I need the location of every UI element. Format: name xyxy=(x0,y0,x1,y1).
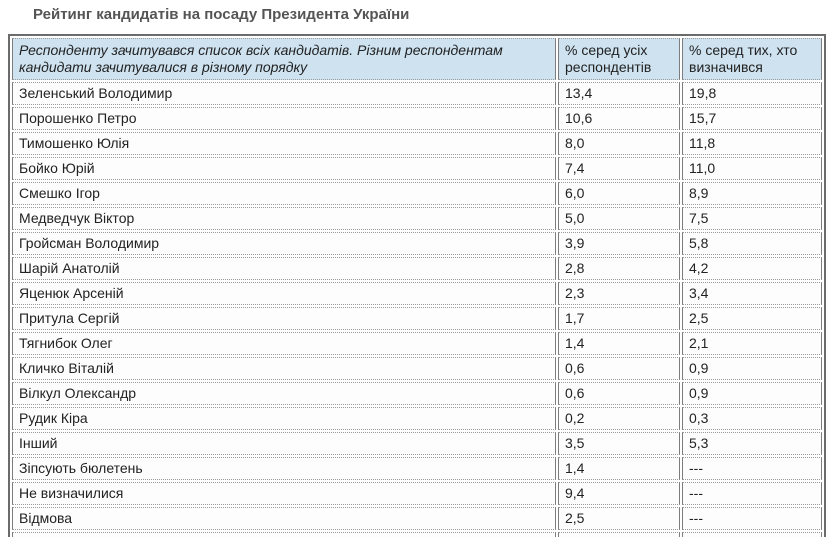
pct-all-cell: 19,2 xyxy=(558,532,680,537)
pct-all-cell: 13,4 xyxy=(558,82,680,105)
pct-decided-cell: 11,8 xyxy=(682,132,822,155)
table-note-cell: Респонденту зачитувався список всіх канд… xyxy=(12,38,556,80)
pct-decided-cell: 11,0 xyxy=(682,157,822,180)
table-row: Порошенко Петро 10,6 15,7 xyxy=(12,107,822,130)
candidate-name-cell: Шарій Анатолій xyxy=(12,257,556,280)
candidate-name-cell: Медведчук Віктор xyxy=(12,207,556,230)
page-title: Рейтинг кандидатів на посаду Президента … xyxy=(33,6,410,23)
table-row: Зіпсують бюлетень 1,4 --- xyxy=(12,457,822,480)
candidate-name-cell: Кличко Віталій xyxy=(12,357,556,380)
table-row: Медведчук Віктор 5,0 7,5 xyxy=(12,207,822,230)
candidate-name-cell: Притула Сергій xyxy=(12,307,556,330)
pct-all-cell: 2,3 xyxy=(558,282,680,305)
pct-all-cell: 9,4 xyxy=(558,482,680,505)
col-header-pct-all-cell: % серед усіх респондентів xyxy=(558,38,680,80)
table-row: Гройсман Володимир 3,9 5,8 xyxy=(12,232,822,255)
col-header-pct-decided-cell: % серед тих, хто визначився xyxy=(682,38,822,80)
candidate-name-cell: Рудик Кіра xyxy=(12,407,556,430)
table-row: Інший 3,5 5,3 xyxy=(12,432,822,455)
pct-decided-cell: 5,8 xyxy=(682,232,822,255)
pct-decided-cell: 0,3 xyxy=(682,407,822,430)
pct-decided-cell: 0,9 xyxy=(682,382,822,405)
candidate-name-cell: Не визначилися xyxy=(12,482,556,505)
candidate-name-cell: Яценюк Арсеній xyxy=(12,282,556,305)
table-row: Не голосуватимуть 19,2 --- xyxy=(12,532,822,537)
table-row: Рудик Кіра 0,2 0,3 xyxy=(12,407,822,430)
pct-decided-cell: 4,2 xyxy=(682,257,822,280)
table-row: Кличко Віталій 0,6 0,9 xyxy=(12,357,822,380)
table-row: Тимошенко Юлія 8,0 11,8 xyxy=(12,132,822,155)
pct-decided-cell: 3,4 xyxy=(682,282,822,305)
pct-decided-cell: --- xyxy=(682,532,822,537)
candidate-name-cell: Відмова xyxy=(12,507,556,530)
table-row: Яценюк Арсеній 2,3 3,4 xyxy=(12,282,822,305)
table-row: Притула Сергій 1,7 2,5 xyxy=(12,307,822,330)
table-row: Не визначилися 9,4 --- xyxy=(12,482,822,505)
candidate-name-cell: Зіпсують бюлетень xyxy=(12,457,556,480)
pct-decided-cell: 19,8 xyxy=(682,82,822,105)
candidate-name-cell: Тимошенко Юлія xyxy=(12,132,556,155)
candidate-name-cell: Зеленський Володимир xyxy=(12,82,556,105)
pct-all-cell: 0,6 xyxy=(558,357,680,380)
candidate-name-cell: Інший xyxy=(12,432,556,455)
candidate-name-cell: Вілкул Олександр xyxy=(12,382,556,405)
pct-decided-cell: --- xyxy=(682,457,822,480)
pct-all-cell: 5,0 xyxy=(558,207,680,230)
poll-table: Респонденту зачитувався список всіх канд… xyxy=(8,34,826,537)
table-row: Тягнибок Олег 1,4 2,1 xyxy=(12,332,822,355)
candidate-name-cell: Смешко Ігор xyxy=(12,182,556,205)
pct-all-cell: 2,8 xyxy=(558,257,680,280)
pct-decided-cell: 7,5 xyxy=(682,207,822,230)
candidate-name-cell: Тягнибок Олег xyxy=(12,332,556,355)
candidate-name-cell: Гройсман Володимир xyxy=(12,232,556,255)
pct-decided-cell: 0,9 xyxy=(682,357,822,380)
pct-all-cell: 2,5 xyxy=(558,507,680,530)
pct-all-cell: 1,4 xyxy=(558,457,680,480)
pct-decided-cell: 2,1 xyxy=(682,332,822,355)
pct-decided-cell: 15,7 xyxy=(682,107,822,130)
pct-all-cell: 7,4 xyxy=(558,157,680,180)
table-row: Бойко Юрій 7,4 11,0 xyxy=(12,157,822,180)
table-row: Зеленський Володимир 13,4 19,8 xyxy=(12,82,822,105)
table-header-row: Респонденту зачитувався список всіх канд… xyxy=(12,38,822,80)
pct-all-cell: 1,7 xyxy=(558,307,680,330)
pct-all-cell: 3,9 xyxy=(558,232,680,255)
candidate-name-cell: Бойко Юрій xyxy=(12,157,556,180)
pct-decided-cell: 8,9 xyxy=(682,182,822,205)
candidate-name-cell: Не голосуватимуть xyxy=(12,532,556,537)
table-row: Вілкул Олександр 0,6 0,9 xyxy=(12,382,822,405)
candidate-name-cell: Порошенко Петро xyxy=(12,107,556,130)
pct-all-cell: 0,2 xyxy=(558,407,680,430)
pct-decided-cell: 5,3 xyxy=(682,432,822,455)
table-row: Шарій Анатолій 2,8 4,2 xyxy=(12,257,822,280)
pct-all-cell: 6,0 xyxy=(558,182,680,205)
pct-decided-cell: 2,5 xyxy=(682,307,822,330)
pct-all-cell: 0,6 xyxy=(558,382,680,405)
pct-all-cell: 3,5 xyxy=(558,432,680,455)
table-row: Відмова 2,5 --- xyxy=(12,507,822,530)
pct-all-cell: 8,0 xyxy=(558,132,680,155)
pct-all-cell: 10,6 xyxy=(558,107,680,130)
pct-decided-cell: --- xyxy=(682,507,822,530)
table-row: Смешко Ігор 6,0 8,9 xyxy=(12,182,822,205)
pct-all-cell: 1,4 xyxy=(558,332,680,355)
pct-decided-cell: --- xyxy=(682,482,822,505)
